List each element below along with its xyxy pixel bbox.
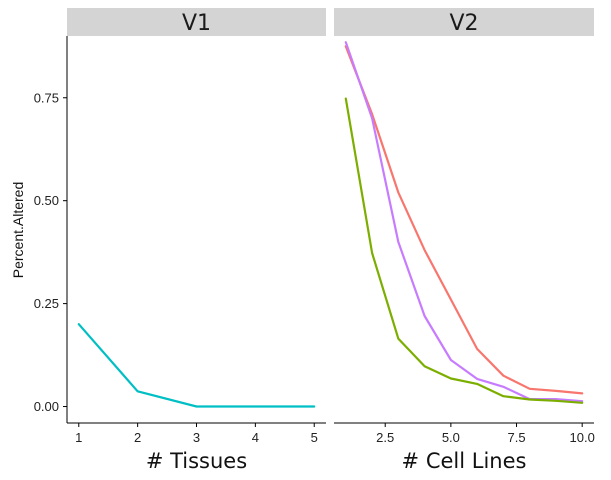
y-tick-label: 0.75 <box>34 90 59 105</box>
strip-v2 <box>334 8 594 36</box>
series-line-teal <box>77 323 316 408</box>
y-axis-title: Percent.Altered <box>10 182 26 279</box>
y-tick-label: 0.00 <box>34 399 59 414</box>
y-tick-label: 0.25 <box>34 296 59 311</box>
x-tick-label: 3 <box>193 430 200 445</box>
series-line-purple <box>344 41 584 403</box>
strip-v1 <box>67 8 326 36</box>
panel-v2: V2 2.5 5.0 7.5 10.0 # Cell Lines <box>334 8 595 473</box>
panel-v1: V1 1 2 3 4 5 0.00 0.25 0.50 0.75 # Tissues <box>34 8 326 473</box>
x-axis-title-v1: # Tissues <box>146 449 247 473</box>
x-tick-label: 7.5 <box>507 430 525 445</box>
x-tick-label: 1 <box>75 430 82 445</box>
x-tick-label: 2 <box>134 430 141 445</box>
strip-label-v1: V1 <box>182 11 211 36</box>
strip-label-v2: V2 <box>449 11 478 36</box>
x-tick-label: 10.0 <box>570 430 595 445</box>
series-line-red <box>344 45 584 395</box>
x-tick-label: 4 <box>252 430 259 445</box>
y-tick-label: 0.50 <box>34 193 59 208</box>
x-tick-label: 2.5 <box>376 430 394 445</box>
x-axis-title-v2: # Cell Lines <box>402 449 527 473</box>
x-tick-label: 5 <box>311 430 318 445</box>
x-tick-label: 5.0 <box>442 430 460 445</box>
series-line-green <box>344 97 584 404</box>
